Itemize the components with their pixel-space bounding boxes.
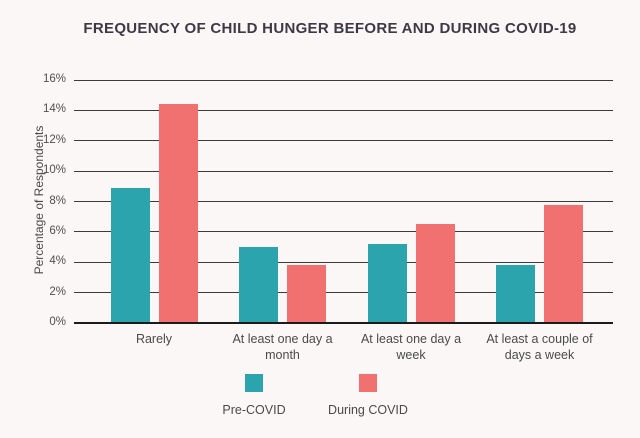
x-category-label: At least one day a week — [360, 332, 462, 363]
chart-title: FREQUENCY OF CHILD HUNGER BEFORE AND DUR… — [83, 20, 577, 37]
legend-item: During COVID — [322, 374, 414, 417]
y-tick-label: 14% — [42, 103, 66, 116]
y-tick-label: 0% — [49, 316, 66, 328]
y-tick-label: 2% — [49, 285, 66, 298]
y-tick-label: 4% — [49, 255, 66, 268]
gridline — [74, 170, 613, 172]
legend-item: Pre-COVID — [208, 374, 300, 417]
y-tick-label: 10% — [42, 164, 66, 177]
x-category-label: At least a couple of days a week — [486, 332, 593, 363]
x-axis-line — [74, 322, 613, 324]
gridline — [74, 261, 613, 263]
y-tick-label: 6% — [49, 224, 66, 237]
bar-pre-covid-2 — [239, 247, 278, 323]
bar-pre-covid-1 — [110, 187, 150, 323]
bar-pre-covid-4 — [496, 265, 535, 323]
plot-area — [74, 79, 613, 324]
gridline — [74, 292, 613, 294]
bar-pre-covid-3 — [367, 244, 407, 323]
gridline — [74, 231, 613, 233]
gridline — [74, 201, 613, 202]
legend: Pre-COVID During COVID — [0, 374, 631, 417]
bar-during-covid-4 — [544, 204, 583, 323]
bar-during-covid-3 — [415, 224, 455, 323]
gridline — [74, 140, 613, 142]
y-tick-label: 8% — [49, 194, 66, 207]
x-category-label: Rarely — [135, 332, 173, 346]
y-tick-label: 12% — [42, 133, 66, 146]
legend-label: Pre-COVID — [222, 403, 286, 417]
legend-swatch — [245, 374, 263, 392]
gridline — [74, 109, 613, 111]
legend-label: During COVID — [328, 403, 408, 417]
x-category-label: At least one day a month — [232, 332, 333, 363]
y-tick-label: 16% — [42, 73, 66, 85]
gridline — [74, 79, 613, 81]
legend-swatch — [359, 374, 377, 392]
bar-during-covid-2 — [287, 265, 326, 323]
bar-during-covid-1 — [158, 104, 198, 323]
